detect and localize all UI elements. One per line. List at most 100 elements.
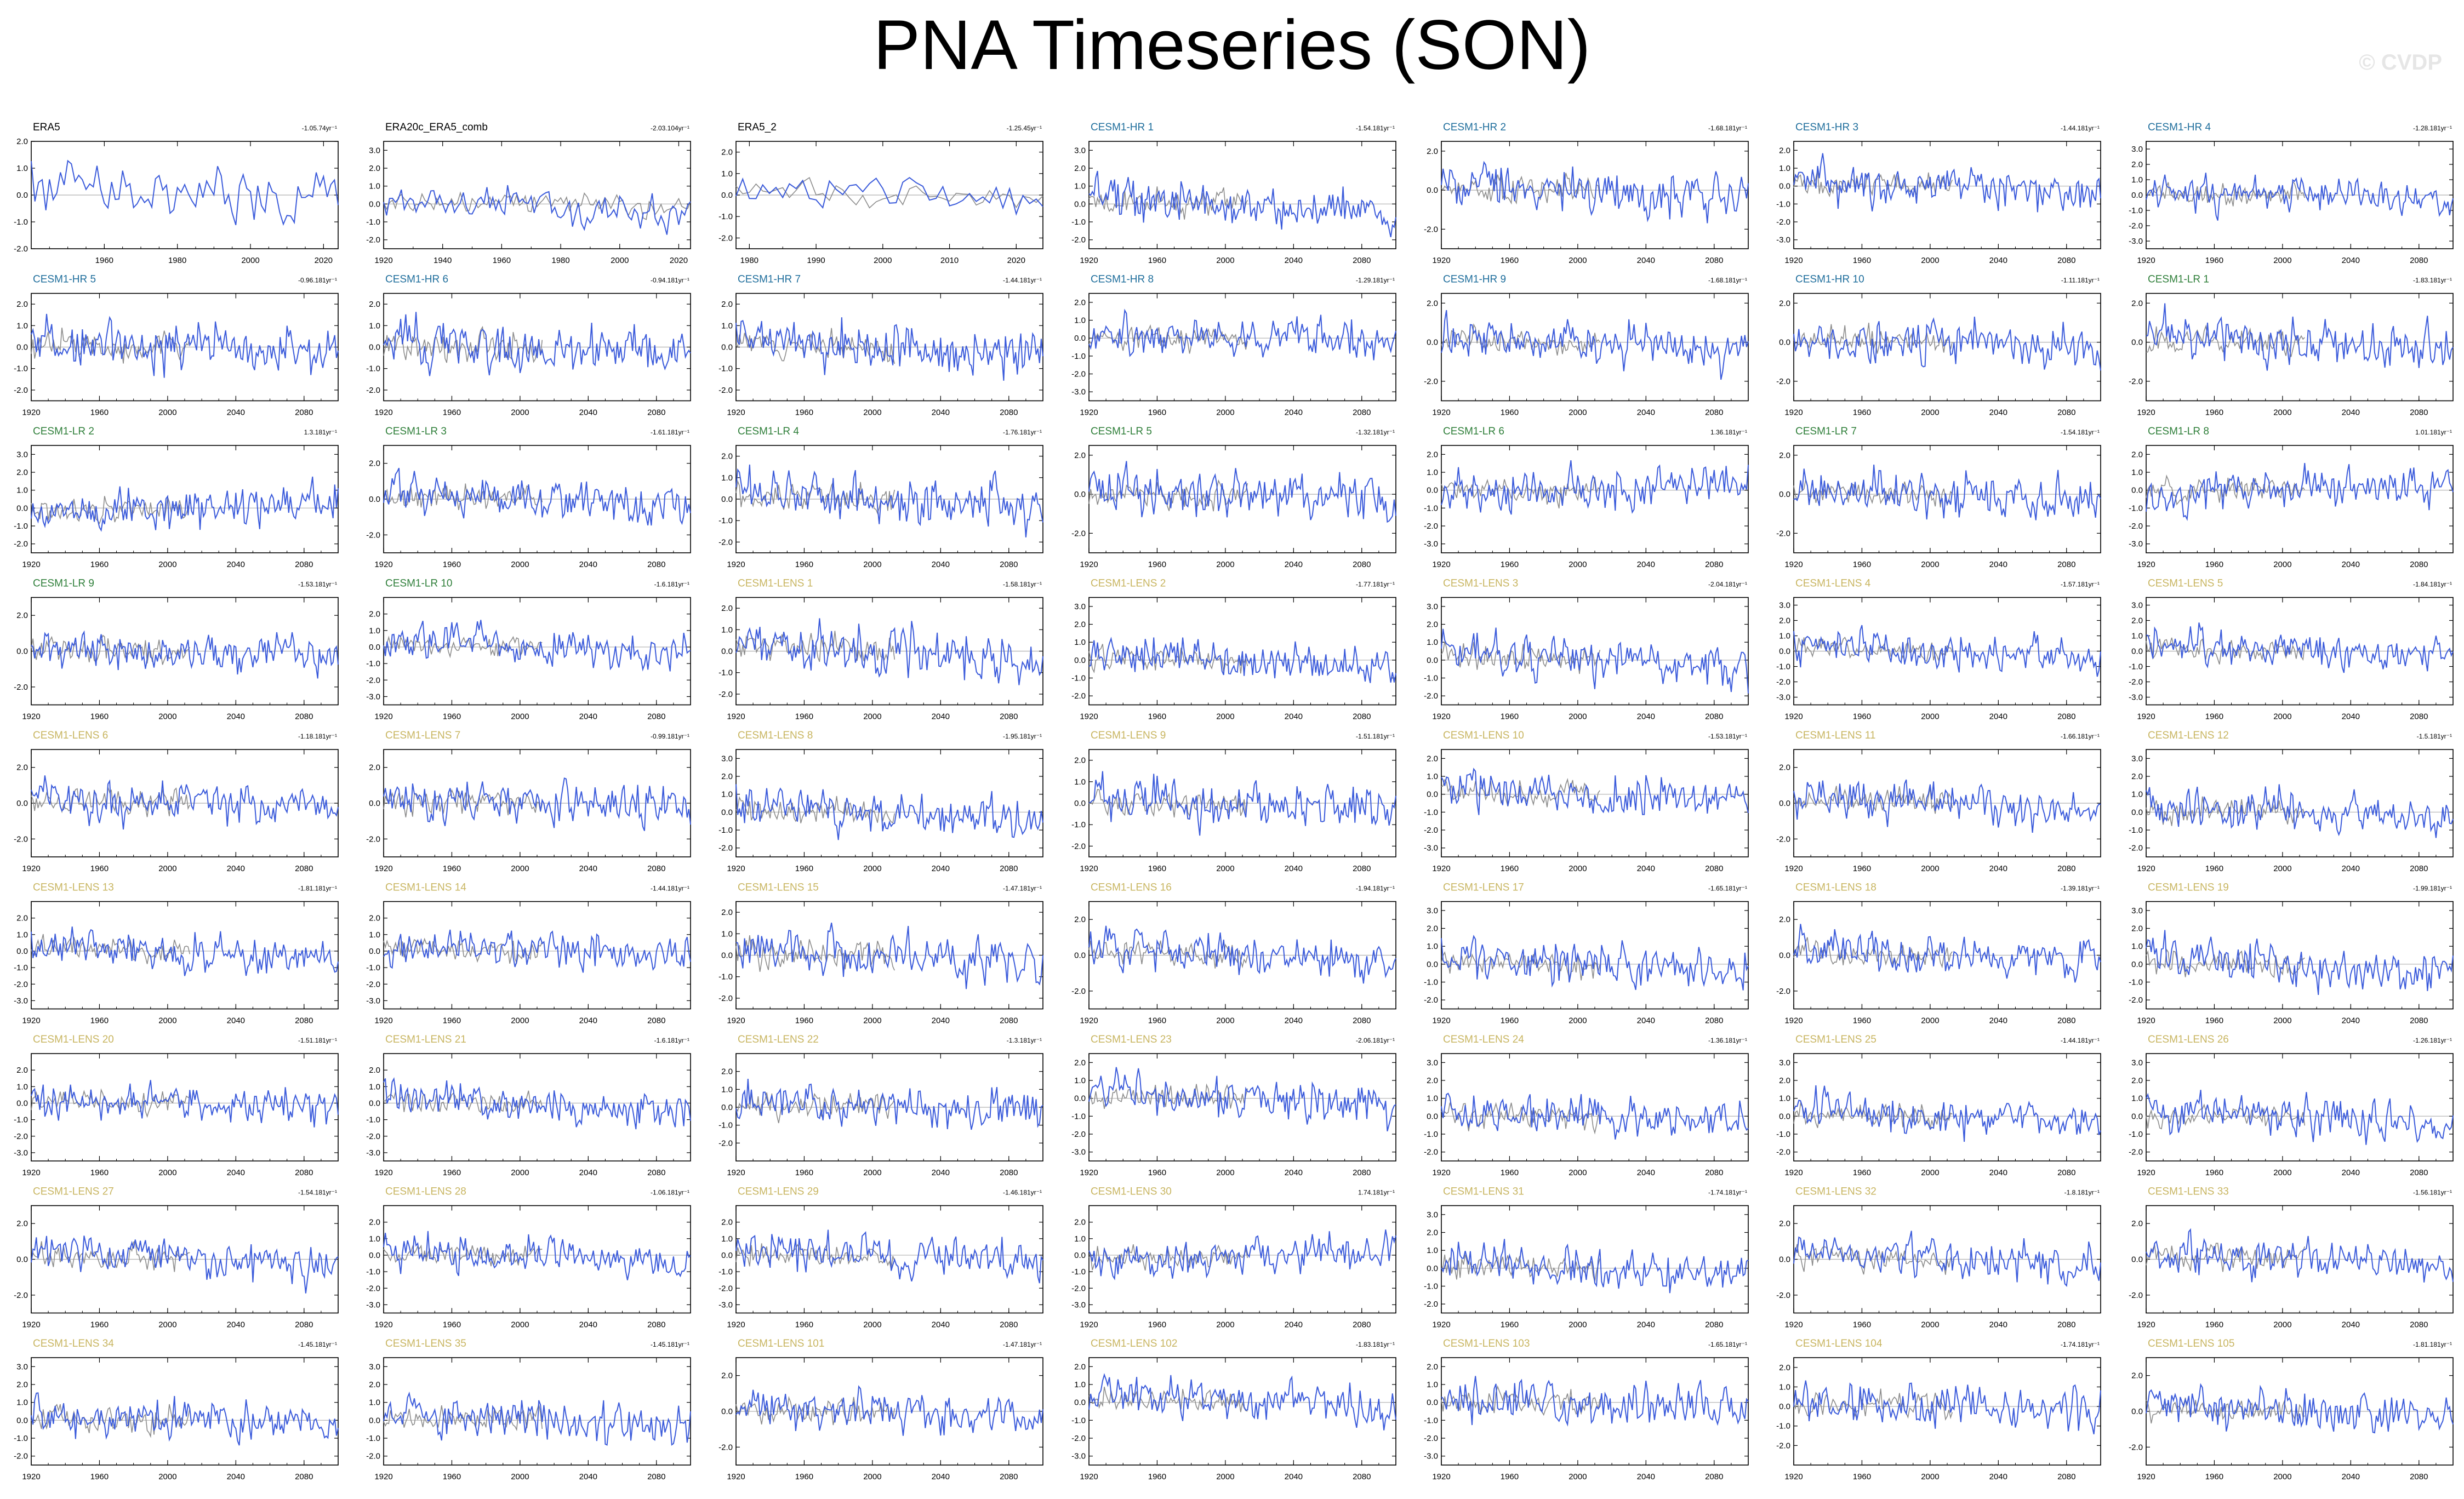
panel-trend: -1.77.181yr⁻¹ <box>1356 581 1395 588</box>
x-tick-label: 1920 <box>374 560 392 569</box>
y-tick-label: 2.0 <box>369 300 380 309</box>
y-tick-label: 2.0 <box>1074 451 1086 460</box>
x-tick-label: 1920 <box>22 864 40 873</box>
series-line <box>2146 173 2454 221</box>
panel-trend: -1.45.181yr⁻¹ <box>651 1341 689 1348</box>
series-line <box>1088 170 1396 238</box>
series-line <box>1441 1092 1749 1140</box>
x-tick-label: 2080 <box>295 560 313 569</box>
y-tick-label: -2.0 <box>366 386 380 395</box>
x-tick-label: 1920 <box>1784 256 1803 265</box>
x-tick-label: 2000 <box>1216 560 1234 569</box>
series-line <box>735 618 1043 685</box>
x-tick-label: 2080 <box>647 1472 665 1481</box>
y-tick-label: 0.0 <box>2131 1255 2143 1265</box>
panel-label: CESM1-LR 6 <box>1443 426 1504 437</box>
y-tick-label: -2.0 <box>1776 1291 1790 1300</box>
series-line <box>1441 1239 1749 1294</box>
series-line <box>31 1080 339 1128</box>
y-tick-label: 0.0 <box>2131 191 2143 200</box>
panel-label: CESM1-LENS 102 <box>1091 1338 1177 1349</box>
y-tick-label: 2.0 <box>721 1067 733 1077</box>
x-tick-label: 1960 <box>443 408 461 417</box>
series-line <box>2146 303 2454 371</box>
y-tick-label: 2.0 <box>369 1380 380 1389</box>
x-tick-label: 1960 <box>2205 408 2223 417</box>
y-tick-label: 3.0 <box>16 1362 28 1371</box>
panel: CESM1-LENS 5 -1.84.181yr⁻¹ 3.0 2.0 1.0 0.0 -1.… <box>2129 578 2454 722</box>
x-tick-label: 1980 <box>551 256 569 265</box>
x-tick-label: 1960 <box>1148 408 1166 417</box>
panel: CESM1-HR 5 -0.96.181yr⁻¹ 2.0 1.0 0.0 -1.0 -2.0… <box>14 274 339 417</box>
panel-label: CESM1-LENS 25 <box>1795 1034 1876 1045</box>
y-tick-label: 0.0 <box>1427 790 1438 799</box>
panel: CESM1-LENS 15 -1.47.181yr⁻¹ 2.0 1.0 0.0 -1.0 -… <box>718 882 1043 1026</box>
series-line <box>31 1235 339 1294</box>
x-tick-label: 2040 <box>579 1320 597 1330</box>
y-tick-label: 0.0 <box>2131 1407 2143 1416</box>
y-tick-label: 2.0 <box>369 164 380 173</box>
panel-frame <box>1088 597 1396 706</box>
panel-label: ERA20c_ERA5_comb <box>385 122 488 133</box>
panel-label: CESM1-LENS 9 <box>1091 730 1166 741</box>
x-tick-label: 1960 <box>1148 864 1166 873</box>
x-tick-label: 2080 <box>2410 1168 2428 1177</box>
panel-label: CESM1-LENS 33 <box>2148 1186 2229 1198</box>
x-tick-label: 2000 <box>1216 408 1234 417</box>
panel: CESM1-LENS 17 -1.65.181yr⁻¹ 3.0 2.0 1.0 0.0 -1… <box>1424 882 1749 1026</box>
y-tick-label: 0.0 <box>16 1416 28 1425</box>
y-tick-label: 2.0 <box>1427 1362 1438 1371</box>
y-tick-label: 0.0 <box>16 647 28 656</box>
panel-trend: -1.81.181yr⁻¹ <box>2413 1341 2452 1348</box>
x-tick-label: 1960 <box>2205 1472 2223 1481</box>
x-tick-label: 2080 <box>2410 1472 2428 1481</box>
y-tick-label: -2.0 <box>2129 522 2143 531</box>
panel-label: CESM1-HR 9 <box>1443 274 1506 285</box>
y-tick-label: 2.0 <box>1779 299 1790 308</box>
panel: CESM1-LENS 23 -2.06.181yr⁻¹ 2.0 1.0 0.0 -1.0 -… <box>1071 1034 1396 1177</box>
panel: CESM1-LR 2 1.3.181yr⁻¹ 3.0 2.0 1.0 0.0 -1.0 -2.… <box>14 426 339 569</box>
y-tick-label: 0.0 <box>2131 486 2143 495</box>
y-tick-label: 0.0 <box>721 343 733 352</box>
series-line <box>1793 625 2101 677</box>
x-tick-label: 2040 <box>1285 712 1303 722</box>
series-line <box>1793 316 2101 371</box>
x-tick-label: 1920 <box>1080 560 1098 569</box>
series-line <box>735 784 1043 840</box>
y-tick-label: 1.0 <box>1074 1076 1086 1085</box>
panel-label: CESM1-LENS 8 <box>738 730 813 741</box>
y-tick-label: 3.0 <box>369 1362 380 1371</box>
y-tick-label: 2.0 <box>1427 1228 1438 1238</box>
series-line <box>2146 622 2454 673</box>
x-tick-label: 2040 <box>227 1016 245 1026</box>
y-tick-label: -1.0 <box>14 364 28 374</box>
y-tick-label: 0.0 <box>1074 1094 1086 1103</box>
x-tick-label: 1960 <box>90 1016 109 1026</box>
panel-trend: -1.54.181yr⁻¹ <box>2061 428 2100 436</box>
y-tick-label: 2.0 <box>369 610 380 619</box>
panel-trend: -1.47.181yr⁻¹ <box>1003 1341 1042 1348</box>
y-tick-label: 1.0 <box>1074 777 1086 787</box>
x-tick-label: 2080 <box>2410 712 2428 722</box>
y-tick-label: 2.0 <box>1779 1219 1790 1228</box>
series-line <box>1441 627 1749 694</box>
x-tick-label: 2080 <box>647 1320 665 1330</box>
x-tick-label: 2080 <box>1705 1320 1723 1330</box>
y-tick-label: -2.0 <box>1424 995 1438 1005</box>
series-line <box>2146 1228 2454 1283</box>
series-line <box>31 159 339 226</box>
panel-frame <box>31 901 339 1010</box>
panel: CESM1-LENS 35 -1.45.181yr⁻¹ 3.0 2.0 1.0 0.0 -1… <box>366 1338 691 1481</box>
x-tick-label: 2080 <box>1000 560 1018 569</box>
panel-label: CESM1-LENS 105 <box>2148 1338 2234 1349</box>
y-tick-label: 3.0 <box>16 450 28 459</box>
panel-frame <box>735 1205 1043 1314</box>
y-tick-label: 0.0 <box>721 808 733 817</box>
y-tick-label: 3.0 <box>1427 1210 1438 1220</box>
x-tick-label: 1920 <box>2137 1016 2155 1026</box>
x-tick-label: 2040 <box>1285 1016 1303 1026</box>
panel-frame <box>1793 1053 2101 1162</box>
panel-trend: -1.51.181yr⁻¹ <box>298 1037 337 1044</box>
y-tick-label: -1.0 <box>1776 1130 1790 1139</box>
series-line <box>1088 637 1396 683</box>
